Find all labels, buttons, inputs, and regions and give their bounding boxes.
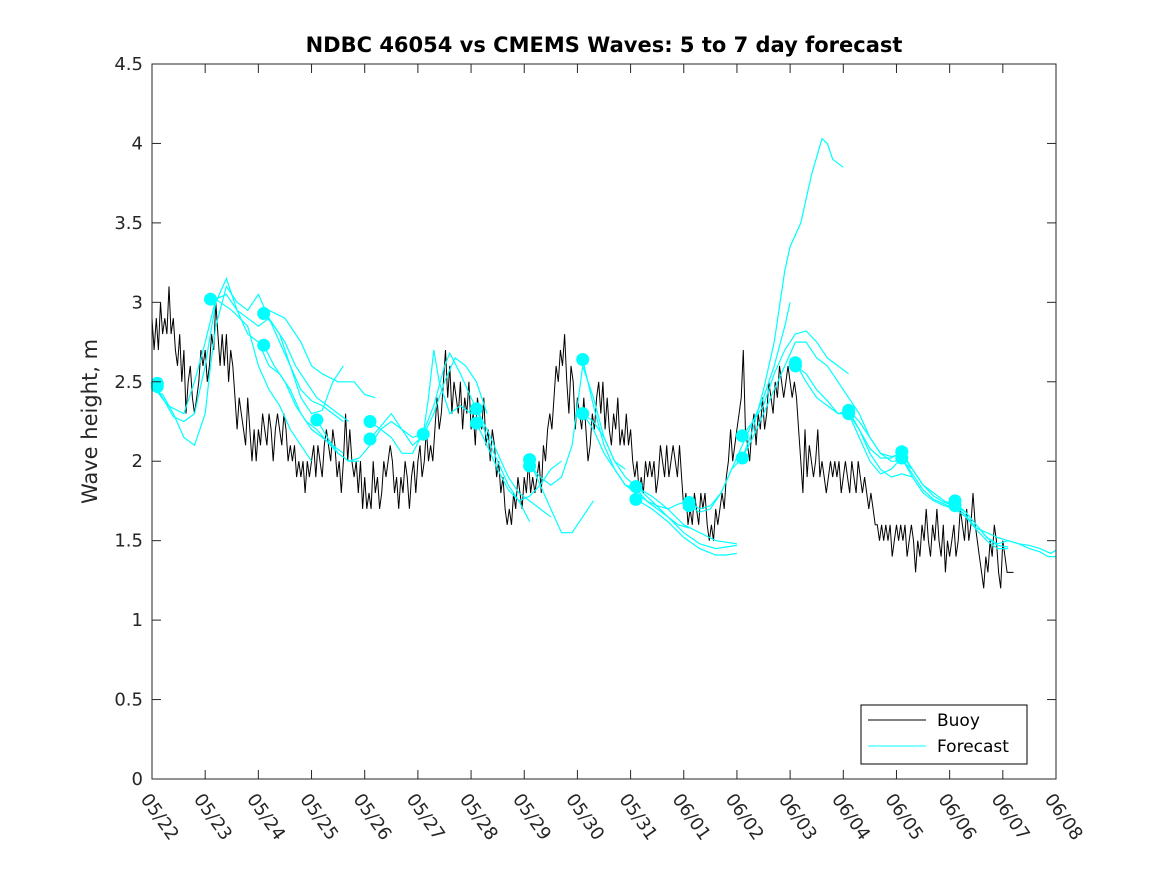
- forecast-marker-4: [257, 338, 271, 352]
- forecast-series-line-22: [741, 330, 849, 437]
- forecast-marker-6: [363, 415, 377, 428]
- forecast-series-line-11: [475, 422, 562, 502]
- forecast-series-line-8: [369, 351, 477, 454]
- y-tick-label-2: 1: [132, 610, 143, 631]
- forecast-marker-28: [948, 499, 962, 513]
- plot-area: [152, 64, 1056, 779]
- forecast-marker-20: [735, 451, 749, 465]
- forecast-marker-12: [523, 459, 537, 473]
- forecast-series-line-18: [635, 486, 737, 545]
- forecast-series-line-17: [582, 413, 737, 550]
- y-tick-label-4: 2: [132, 451, 143, 472]
- forecast-marker-16: [629, 492, 643, 506]
- series-layer: [150, 137, 1057, 589]
- forecast-series-line-6: [268, 309, 376, 399]
- forecast-series-line-14: [529, 460, 594, 534]
- forecast-marker-19: [735, 429, 749, 443]
- forecast-marker-1: [150, 380, 164, 393]
- axes-box: [151, 63, 1057, 780]
- y-tick-label-7: 3.5: [114, 213, 143, 234]
- forecast-marker-8: [416, 427, 430, 441]
- y-tick-label-0: 0: [132, 769, 143, 790]
- forecast-series-line-12: [475, 408, 552, 518]
- legend-forecast-label: Forecast: [937, 737, 1009, 757]
- forecast-marker-3: [257, 307, 271, 320]
- forecast-marker-5: [310, 413, 324, 427]
- forecast-series-line-20: [688, 302, 791, 510]
- chart-title: NDBC 46054 vs CMEMS Waves: 5 to 7 day fo…: [306, 33, 903, 57]
- y-tick-label-9: 4.5: [114, 54, 143, 75]
- forecast-marker-15: [629, 480, 643, 494]
- legend: Buoy Forecast: [860, 704, 1028, 765]
- forecast-marker-14: [576, 407, 590, 421]
- y-tick-label-5: 2.5: [114, 372, 143, 393]
- forecast-marker-10: [469, 416, 483, 430]
- forecast-series-line-31: [954, 505, 1057, 555]
- y-tick-label-6: 3: [132, 292, 143, 313]
- forecast-marker-2: [204, 292, 217, 306]
- forecast-marker-24: [842, 407, 856, 421]
- forecast-marker-7: [363, 432, 377, 446]
- forecast-series-line-3: [215, 298, 312, 462]
- forecast-series-line-1: [151, 276, 344, 454]
- forecast-marker-26: [895, 451, 909, 465]
- forecast-marker-18: [682, 499, 696, 513]
- forecast-series-line-21: [688, 137, 844, 513]
- forecast-series-line-4: [263, 313, 350, 422]
- forecast-marker-22: [788, 359, 802, 373]
- legend-buoy-label: Buoy: [937, 711, 980, 731]
- forecast-series-line-2: [151, 293, 344, 422]
- forecast-marker-9: [469, 402, 483, 416]
- forecast-series-line-0: [151, 284, 344, 447]
- y-tick-label-3: 1.5: [114, 531, 143, 552]
- forecast-series-line-9: [369, 356, 488, 447]
- forecast-series-line-10: [422, 349, 531, 522]
- forecast-marker-13: [576, 353, 590, 366]
- y-tick-label-1: 0.5: [114, 690, 143, 711]
- legend-box: [860, 704, 1028, 765]
- forecast-series-line-25: [795, 365, 913, 478]
- y-axis-label: Wave height, m: [78, 339, 102, 504]
- forecast-series-line-19: [635, 498, 737, 556]
- y-tick-label-8: 4: [132, 133, 143, 154]
